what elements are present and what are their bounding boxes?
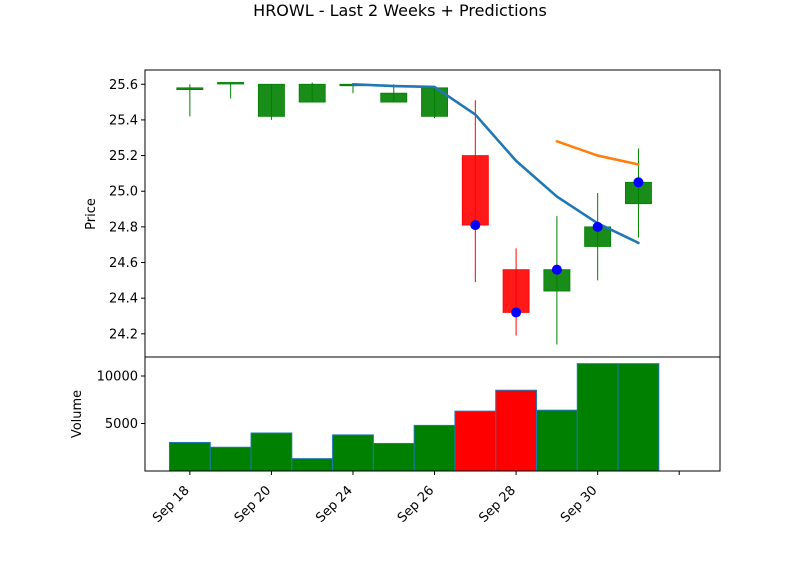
volume-bar [454,410,497,472]
price-y-tick-label: 25.4 [109,113,138,128]
line-series-1 [351,82,640,245]
close-marker [511,307,522,318]
volume-y-tick-label: 5000 [105,417,138,432]
candle-body [257,83,285,117]
price-y-tick-label: 24.6 [109,256,138,271]
price-panel: 24.2 24.4 24.6 24.8 25.0 25.2 25.4 25.6 [109,69,721,358]
volume-bar [168,442,211,472]
candle-body [298,83,326,103]
close-marker [592,221,603,232]
line-series-2 [555,140,640,166]
candle-body [502,269,530,313]
price-y-tick-label: 24.2 [109,327,138,342]
volume-bar [372,442,415,472]
price-y-tick-label: 24.8 [109,220,138,235]
volume-frame [144,356,721,472]
volume-bar [617,363,660,472]
volume-bar [291,458,334,472]
price-y-tick-label: 25.0 [109,185,138,200]
price-y-tick-label: 25.6 [109,78,138,93]
candle-body [217,82,245,85]
chart-title: HROWL - Last 2 Weeks + Predictions [253,1,547,20]
candle-body [380,92,408,103]
candle-body [176,87,204,91]
candle-body [461,155,489,226]
volume-bar [413,424,456,472]
volume-bar [332,434,374,472]
volume-bar [576,363,619,472]
close-marker [551,264,562,275]
volume-bar [250,432,293,472]
close-marker [633,177,644,188]
volume-bar [495,389,537,472]
price-y-tick-label: 25.2 [109,149,138,164]
close-marker [470,220,481,231]
price-y-tick-label: 24.4 [109,292,138,307]
volume-bar [209,446,252,472]
price-plot-area [145,70,720,357]
volume-y-label: Volume [70,390,85,438]
volume-bar [535,409,578,472]
price-y-label: Price [84,198,99,230]
volume-y-tick-label: 10000 [97,370,138,385]
